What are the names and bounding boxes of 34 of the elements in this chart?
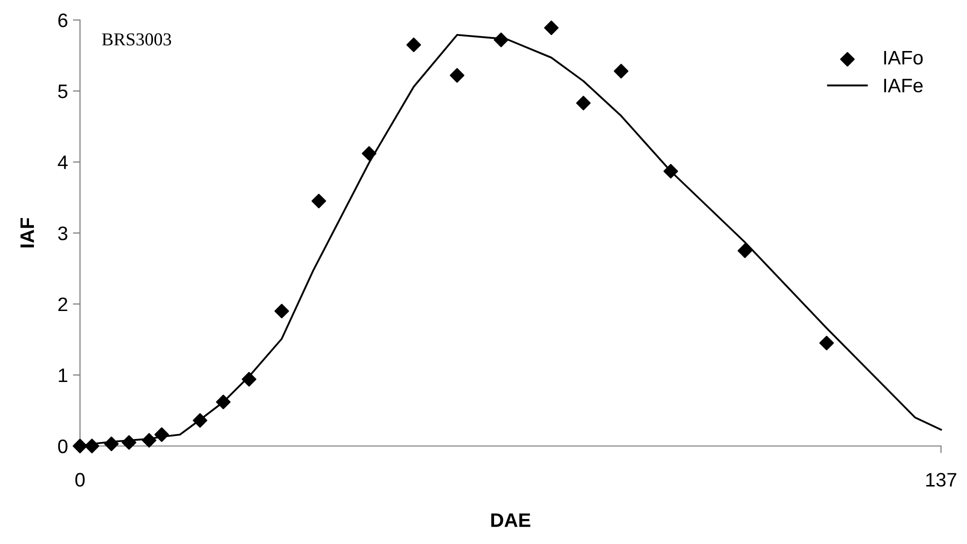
- y-tick-label: 5: [58, 84, 68, 98]
- point: [72, 438, 88, 454]
- point: [192, 413, 208, 428]
- point: [494, 32, 508, 48]
- y-tick-label: 3: [58, 226, 68, 240]
- x-tick-label: 137: [926, 472, 956, 487]
- point: [819, 336, 834, 350]
- point: [274, 304, 290, 318]
- x-axis-title: DAE: [491, 513, 530, 527]
- point: [312, 194, 326, 208]
- point: [362, 146, 376, 161]
- point: [242, 372, 256, 387]
- y-tick-label: 6: [58, 13, 68, 28]
- point: [216, 394, 231, 410]
- y-tick-label: 1: [58, 368, 68, 382]
- y-tick-label: 0: [58, 439, 68, 454]
- point: [544, 20, 559, 36]
- legend-label: IAFe: [884, 78, 923, 92]
- annotation: BRS3003: [102, 33, 172, 46]
- point: [406, 38, 421, 52]
- point: [663, 164, 678, 179]
- point: [84, 438, 100, 454]
- point: [450, 68, 464, 83]
- y-tick-label: 4: [58, 156, 68, 170]
- point: [104, 436, 119, 452]
- point: [142, 433, 156, 448]
- legend-label: IAFo: [884, 50, 923, 65]
- point: [738, 243, 752, 258]
- point: [154, 427, 169, 442]
- point: [122, 435, 136, 450]
- point: [576, 96, 591, 110]
- point: [614, 64, 628, 78]
- y-axis-title: IAF: [20, 218, 34, 248]
- y-tick-label: 2: [58, 297, 68, 312]
